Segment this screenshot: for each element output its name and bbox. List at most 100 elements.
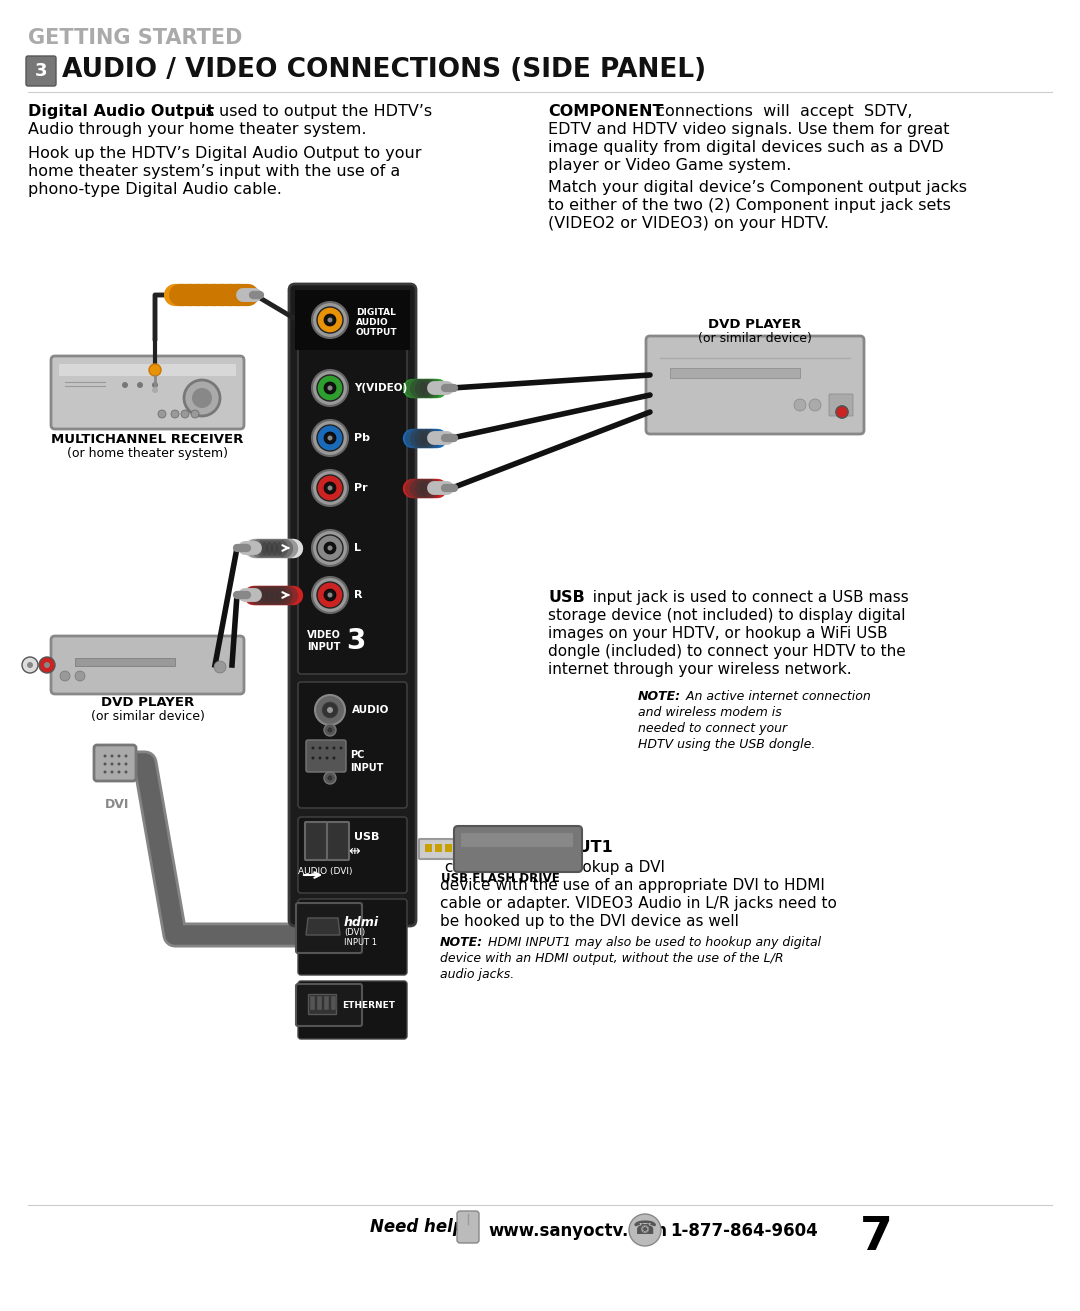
Circle shape	[322, 701, 338, 718]
Circle shape	[122, 382, 129, 388]
Text: Need help?: Need help?	[370, 1218, 474, 1236]
Circle shape	[22, 657, 38, 673]
Circle shape	[60, 671, 70, 680]
Text: www.sanyoctv.com: www.sanyoctv.com	[488, 1222, 667, 1240]
Text: Pr: Pr	[354, 482, 367, 493]
Text: OUTPUT: OUTPUT	[356, 328, 397, 337]
Text: EDTV and HDTV video signals. Use them for great: EDTV and HDTV video signals. Use them fo…	[548, 122, 949, 138]
Circle shape	[191, 410, 199, 418]
Text: AUDIO: AUDIO	[352, 705, 390, 714]
Text: (or similar device): (or similar device)	[698, 332, 812, 345]
Text: can be used to hookup a DVI: can be used to hookup a DVI	[440, 860, 665, 874]
Circle shape	[319, 756, 322, 759]
Bar	[426, 844, 432, 852]
Circle shape	[318, 582, 343, 608]
FancyBboxPatch shape	[289, 284, 416, 926]
Text: AUDIO / VIDEO CONNECTIONS (SIDE PANEL): AUDIO / VIDEO CONNECTIONS (SIDE PANEL)	[62, 56, 706, 83]
Text: audio jacks.: audio jacks.	[440, 968, 514, 981]
Text: storage device (not included) to display digital: storage device (not included) to display…	[548, 608, 905, 623]
Circle shape	[152, 387, 158, 393]
Text: USB FLASH DRIVE: USB FLASH DRIVE	[441, 872, 559, 885]
Circle shape	[124, 763, 127, 766]
Circle shape	[327, 435, 333, 440]
Circle shape	[44, 662, 50, 669]
FancyBboxPatch shape	[298, 899, 407, 975]
Text: 3: 3	[35, 62, 48, 80]
Circle shape	[312, 471, 348, 506]
Text: home theater system’s input with the use of a: home theater system’s input with the use…	[28, 164, 401, 180]
FancyBboxPatch shape	[829, 395, 853, 416]
Circle shape	[318, 375, 343, 401]
Text: L: L	[354, 543, 361, 553]
Circle shape	[171, 410, 179, 418]
Circle shape	[327, 545, 333, 551]
Text: internet through your wireless network.: internet through your wireless network.	[548, 662, 852, 676]
FancyBboxPatch shape	[306, 739, 346, 772]
Text: ☎: ☎	[633, 1218, 657, 1238]
Text: DVD PLAYER: DVD PLAYER	[100, 696, 194, 709]
Text: input jack is used to connect a USB mass: input jack is used to connect a USB mass	[583, 590, 908, 604]
Circle shape	[152, 382, 158, 388]
Circle shape	[124, 771, 127, 773]
Bar	[445, 844, 453, 852]
Circle shape	[39, 657, 55, 673]
Circle shape	[327, 707, 333, 713]
Text: (DVI): (DVI)	[345, 928, 365, 937]
Circle shape	[312, 302, 348, 338]
Text: HDMI INPUT1 may also be used to hookup any digital: HDMI INPUT1 may also be used to hookup a…	[484, 936, 821, 949]
Circle shape	[124, 755, 127, 758]
Circle shape	[311, 756, 314, 759]
Circle shape	[104, 755, 107, 758]
Circle shape	[629, 1214, 661, 1245]
FancyBboxPatch shape	[296, 985, 362, 1027]
Text: images on your HDTV, or hookup a WiFi USB: images on your HDTV, or hookup a WiFi US…	[548, 625, 888, 641]
Text: and wireless modem is: and wireless modem is	[638, 707, 782, 718]
Text: needed to connect your: needed to connect your	[638, 722, 787, 735]
Text: 7: 7	[860, 1215, 893, 1260]
Text: (or home theater system): (or home theater system)	[67, 447, 228, 460]
Circle shape	[324, 482, 336, 494]
Text: INPUT: INPUT	[350, 763, 383, 773]
Text: Pb: Pb	[354, 433, 370, 443]
Circle shape	[794, 399, 806, 412]
Text: be hooked up to the DVI device as well: be hooked up to the DVI device as well	[440, 914, 739, 929]
FancyBboxPatch shape	[51, 636, 244, 694]
Bar	[59, 364, 237, 376]
Text: connections  will  accept  SDTV,: connections will accept SDTV,	[646, 104, 913, 119]
Text: player or Video Game system.: player or Video Game system.	[548, 159, 792, 173]
Text: NOTE:: NOTE:	[440, 936, 483, 949]
Text: INPUT 1: INPUT 1	[345, 937, 377, 947]
Circle shape	[318, 475, 343, 501]
Circle shape	[75, 671, 85, 680]
Text: INPUT: INPUT	[308, 642, 340, 652]
Bar	[324, 996, 329, 1009]
Circle shape	[315, 695, 345, 725]
Text: 3: 3	[347, 627, 366, 656]
FancyBboxPatch shape	[298, 292, 407, 674]
Text: AUDIO: AUDIO	[356, 319, 389, 326]
Circle shape	[110, 755, 113, 758]
Circle shape	[836, 406, 848, 418]
FancyBboxPatch shape	[461, 832, 573, 847]
Bar	[310, 996, 315, 1009]
Text: ⇹: ⇹	[348, 844, 360, 857]
FancyBboxPatch shape	[305, 822, 327, 860]
Circle shape	[333, 756, 336, 759]
Text: MULTICHANNEL RECEIVER: MULTICHANNEL RECEIVER	[52, 433, 244, 446]
Text: AUDIO (DVI): AUDIO (DVI)	[298, 867, 352, 876]
Circle shape	[27, 662, 33, 669]
Circle shape	[327, 485, 333, 490]
Text: HDTV using the USB dongle.: HDTV using the USB dongle.	[638, 738, 815, 751]
Circle shape	[339, 746, 342, 750]
Text: dongle (included) to connect your HDTV to the: dongle (included) to connect your HDTV t…	[548, 644, 906, 659]
Circle shape	[312, 370, 348, 406]
Bar	[318, 996, 322, 1009]
Bar	[308, 994, 336, 1013]
FancyBboxPatch shape	[94, 745, 136, 781]
Bar	[670, 368, 800, 378]
Circle shape	[192, 388, 212, 408]
Circle shape	[324, 724, 336, 735]
Circle shape	[809, 399, 821, 412]
Text: DVI: DVI	[105, 798, 130, 812]
Text: R: R	[354, 590, 363, 600]
